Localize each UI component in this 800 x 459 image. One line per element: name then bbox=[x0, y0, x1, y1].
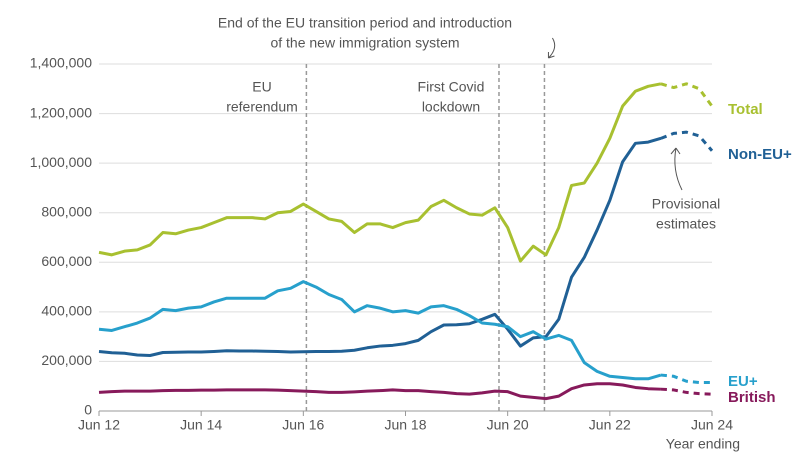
event-label: lockdown bbox=[422, 99, 480, 115]
event-label: First Covid bbox=[418, 79, 485, 95]
y-tick-label: 1,000,000 bbox=[30, 154, 92, 170]
line-provisional bbox=[660, 373, 712, 384]
x-tick-label: Jun 14 bbox=[180, 417, 222, 433]
x-tick-label: Jun 24 bbox=[691, 417, 733, 433]
y-tick-label: 1,400,000 bbox=[30, 55, 92, 71]
line-provisional bbox=[660, 130, 714, 152]
y-tick-label: 800,000 bbox=[41, 203, 92, 219]
x-axis-title: Year ending bbox=[666, 436, 740, 452]
y-tick-label: 400,000 bbox=[41, 303, 92, 319]
series-label: Total bbox=[728, 101, 763, 118]
line-provisional bbox=[660, 82, 714, 108]
annotation: Provisional bbox=[652, 196, 720, 212]
line bbox=[98, 82, 662, 263]
annotation-arrow bbox=[670, 147, 683, 191]
y-tick-label: 1,200,000 bbox=[30, 104, 92, 120]
event-label: of the new immigration system bbox=[270, 35, 459, 51]
event-label: End of the EU transition period and intr… bbox=[218, 15, 512, 31]
annotation: estimates bbox=[656, 216, 716, 232]
x-tick-label: Jun 16 bbox=[282, 417, 324, 433]
x-tick-label: Jun 12 bbox=[78, 417, 120, 433]
x-tick-label: Jun 18 bbox=[384, 417, 426, 433]
line bbox=[98, 280, 662, 381]
event-label: EU bbox=[252, 79, 271, 95]
y-tick-label: 600,000 bbox=[41, 253, 92, 269]
series-label: Non-EU+ bbox=[728, 146, 792, 163]
event-label: referendum bbox=[226, 99, 298, 115]
series-label: EU+ bbox=[728, 373, 758, 390]
y-tick-label: 200,000 bbox=[41, 352, 92, 368]
line-provisional bbox=[660, 387, 713, 396]
line bbox=[98, 136, 662, 357]
series-label: British bbox=[728, 389, 776, 406]
x-tick-label: Jun 22 bbox=[589, 417, 631, 433]
event-arrow bbox=[547, 37, 556, 59]
y-tick-label: 0 bbox=[84, 402, 92, 418]
x-tick-label: Jun 20 bbox=[487, 417, 529, 433]
line bbox=[98, 382, 661, 401]
